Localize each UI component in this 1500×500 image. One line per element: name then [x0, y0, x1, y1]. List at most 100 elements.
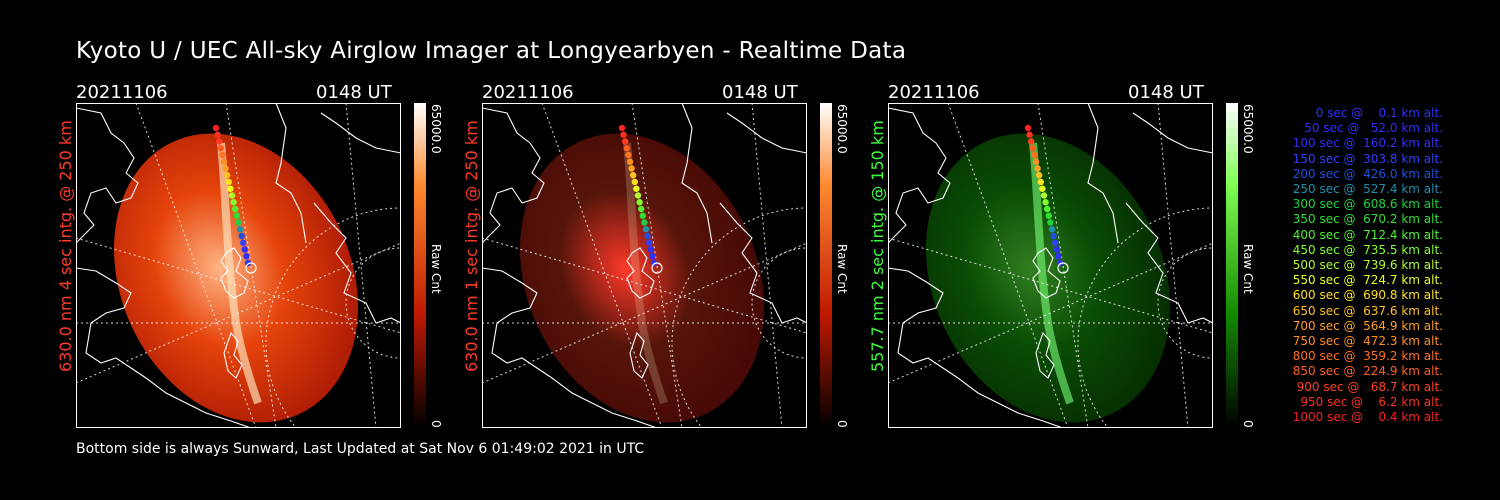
trajectory-point [243, 253, 250, 260]
panel-1-date: 20211106 [76, 82, 168, 103]
trajectory-point [1026, 131, 1033, 138]
legend-row: 0 sec @ 0.1 km alt. [1315, 106, 1443, 120]
coastline [1087, 102, 1119, 244]
trajectory-point [620, 131, 627, 138]
trajectory-point [240, 239, 247, 246]
trajectory-point [232, 205, 239, 213]
trajectory-point [1044, 205, 1051, 213]
coastline [75, 267, 252, 429]
coastline [320, 112, 402, 154]
trajectory-point [236, 226, 244, 233]
trajectory-point [227, 185, 234, 192]
trajectory-point [642, 226, 650, 233]
coastline [223, 331, 243, 379]
trajectory-point [1039, 185, 1046, 192]
trajectory-point [649, 253, 656, 260]
trajectory-point [1037, 178, 1044, 186]
panel-2-colorbar [820, 103, 832, 428]
trajectory-legend: 0 sec @ 0.1 km alt. 50 sec @ 52.0 km alt.… [1255, 106, 1443, 425]
legend-row: 300 sec @ 608.6 km alt. [1292, 197, 1443, 212]
station-marker [245, 262, 257, 274]
panel-3-time: 0148 UT [1128, 82, 1204, 103]
trajectory-point [634, 192, 642, 199]
trajectory-point [222, 165, 229, 172]
legend-row: 900 sec @ 68.7 km alt. [1296, 379, 1443, 394]
trajectory-point [641, 219, 648, 226]
coastline [1032, 247, 1061, 299]
trajectory-point [646, 239, 653, 246]
coastline [75, 107, 139, 244]
coastline [1125, 202, 1214, 324]
trajectory-point [1032, 158, 1040, 165]
legend-row: 1000 sec @ 0.4 km alt. [1292, 410, 1443, 425]
coastline [719, 202, 808, 324]
panel-3-colorbar-max: 65000.0 [1241, 104, 1255, 154]
panel-1-colorbar-max: 65000.0 [429, 104, 443, 154]
trajectory-point [241, 246, 248, 253]
trajectory-point [228, 192, 236, 199]
station-marker [651, 262, 663, 274]
trajectory-point [623, 145, 630, 152]
trajectory-point [1056, 259, 1064, 267]
trajectory-point [233, 212, 240, 219]
panel-3-colorbar-unit: Raw Cnt [1241, 244, 1255, 294]
trajectory-point [224, 172, 231, 179]
trajectory-point [630, 172, 637, 179]
coastline [626, 247, 655, 299]
trajectory-point [1048, 226, 1056, 233]
allsky-image-3 [887, 102, 1349, 479]
legend-row: 650 sec @ 637.6 km alt. [1292, 303, 1443, 318]
trajectory-point [225, 178, 232, 186]
coastline [887, 267, 1064, 429]
legend-row: 800 sec @ 359.2 km alt. [1292, 349, 1443, 364]
legend-row: 200 sec @ 426.0 km alt. [1292, 166, 1443, 181]
trajectory-point [214, 131, 221, 138]
panel-3-date: 20211106 [888, 82, 980, 103]
legend-row: 750 sec @ 472.3 km alt. [1292, 334, 1443, 349]
panel-1-colorbar [414, 103, 426, 428]
legend-row: 950 sec @ 6.2 km alt. [1300, 394, 1443, 409]
legend-row: 400 sec @ 712.4 km alt. [1292, 227, 1443, 242]
legend-row: 50 sec @ 52.0 km alt. [1304, 121, 1443, 136]
trajectory-point [644, 232, 651, 240]
coastline [726, 112, 808, 154]
panel-frame [76, 103, 401, 428]
legend-row: 250 sec @ 527.4 km alt. [1292, 182, 1443, 197]
panel-1-colorbar-unit: Raw Cnt [429, 244, 443, 294]
legend-row: 850 sec @ 224.9 km alt. [1292, 364, 1443, 379]
trajectory-point [625, 151, 632, 159]
trajectory-point [1045, 212, 1052, 219]
coastline [629, 331, 649, 379]
coastline [681, 102, 713, 244]
legend-row: 600 sec @ 690.8 km alt. [1292, 288, 1443, 303]
legend-row: 550 sec @ 724.7 km alt. [1292, 273, 1443, 288]
legend-row: 700 sec @ 564.9 km alt. [1292, 318, 1443, 333]
trajectory-point [1055, 253, 1062, 260]
coastline [481, 267, 658, 429]
trajectory-point [212, 124, 220, 132]
trajectory-point [650, 259, 658, 267]
trajectory-point [230, 199, 237, 206]
trajectory-point [1036, 172, 1043, 179]
trajectory-point [1029, 145, 1036, 152]
legend-row: 100 sec @ 160.2 km alt. [1292, 136, 1443, 151]
legend-row: 500 sec @ 739.6 km alt. [1292, 258, 1443, 273]
panel-3-colorbar-min: 0 [1241, 420, 1255, 428]
legend-row: 150 sec @ 303.8 km alt. [1292, 151, 1443, 166]
legend-row: 450 sec @ 735.5 km alt. [1292, 242, 1443, 257]
panel-1-image [75, 102, 537, 479]
trajectory-point [622, 138, 629, 145]
coastline [220, 247, 249, 299]
trajectory-point [639, 212, 646, 219]
trajectory-point [638, 205, 645, 213]
coastline [275, 102, 307, 244]
trajectory-point [220, 158, 228, 165]
trajectory-point [1034, 165, 1041, 172]
trajectory-point [631, 178, 638, 186]
panel-3-colorbar [1226, 103, 1238, 428]
trajectory-point [626, 158, 634, 165]
trajectory-point [244, 259, 252, 267]
coastline [1132, 112, 1214, 154]
allsky-image-1 [75, 102, 537, 479]
coastline [1035, 331, 1055, 379]
